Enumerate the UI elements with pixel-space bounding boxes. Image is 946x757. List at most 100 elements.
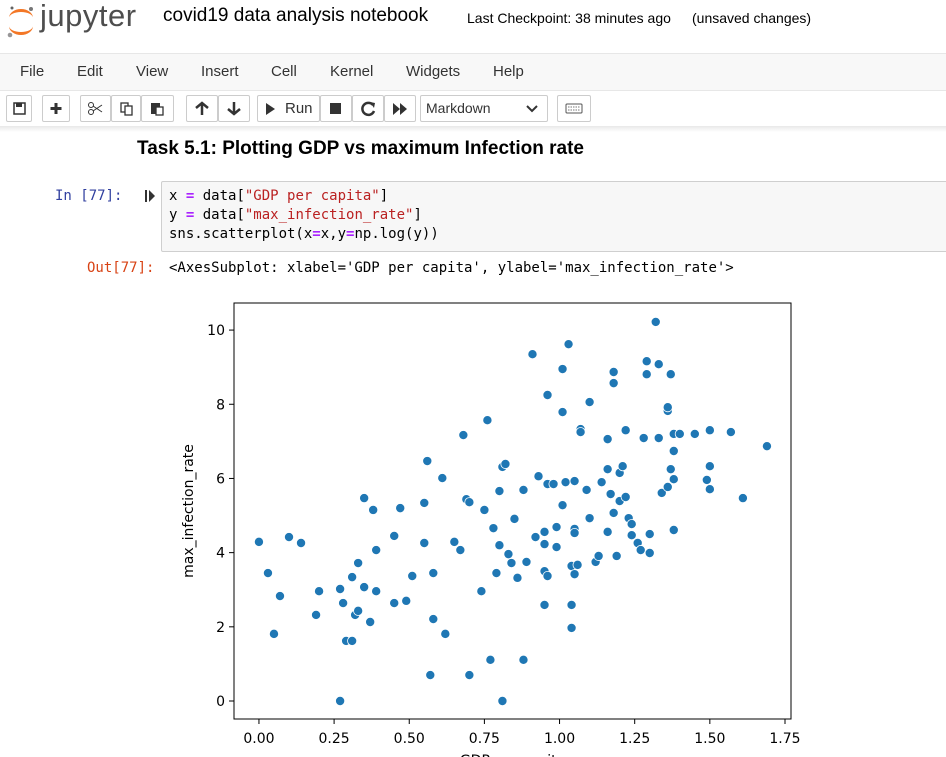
toolbar-shadow [0, 126, 946, 132]
scatter-point [608, 507, 619, 518]
scatter-point [347, 635, 358, 646]
cell-type-select[interactable]: Markdown [420, 95, 548, 122]
run-button[interactable]: Run [257, 95, 320, 122]
scatter-point [371, 545, 382, 556]
jupyter-logo[interactable] [6, 4, 36, 40]
scatter-point [479, 504, 490, 515]
scatter-point [608, 378, 619, 389]
scatter-point [518, 484, 529, 495]
code-token: = [346, 226, 355, 242]
scatter-point [407, 571, 418, 582]
scatter-point [701, 474, 712, 485]
code-token: = [185, 188, 195, 204]
scatter-point [419, 537, 430, 548]
x-tick-label: 1.25 [619, 731, 650, 747]
scatter-point [626, 519, 637, 530]
code-cell[interactable] [161, 181, 946, 252]
icon [227, 102, 241, 116]
move-up-button[interactable] [186, 95, 218, 122]
x-tick-label: 0.50 [394, 731, 425, 747]
icon [13, 102, 26, 115]
icon [361, 101, 376, 117]
cut-button[interactable] [80, 95, 111, 122]
copy-button[interactable] [111, 95, 141, 122]
scatter-point [338, 598, 349, 609]
scatter-point [401, 595, 412, 606]
scatter-point [539, 599, 550, 610]
scatter-point [539, 526, 550, 537]
scatter-point [494, 540, 505, 551]
menu-item[interactable]: View [136, 63, 169, 80]
interrupt-button[interactable] [320, 95, 352, 122]
menu-item[interactable]: Cell [271, 63, 297, 80]
scatter-point [530, 532, 541, 543]
scatter-point [644, 529, 655, 540]
command-palette-button[interactable] [557, 95, 591, 122]
icon [565, 103, 583, 114]
scatter-point [419, 497, 430, 508]
scatter-point [284, 532, 295, 543]
paste-button[interactable] [141, 95, 174, 122]
scatter-point [662, 481, 673, 492]
scatter-point [500, 458, 511, 469]
run-indicator[interactable] [144, 189, 156, 203]
scatter-point [449, 536, 460, 547]
scatter-point [464, 670, 475, 681]
markdown-heading[interactable]: Task 5.1: Plotting GDP vs maximum Infect… [137, 138, 584, 159]
menu-item[interactable]: File [20, 63, 45, 80]
scatter-point [668, 525, 679, 536]
scatter-point [572, 559, 583, 570]
scatter-point [335, 583, 346, 594]
menu-item[interactable]: Edit [77, 63, 103, 80]
scatter-point [253, 536, 264, 547]
save-button[interactable] [6, 95, 32, 122]
icon [195, 101, 209, 115]
code-token: data[ [194, 207, 245, 223]
scatter-point [353, 605, 364, 616]
scatter-point [584, 513, 595, 524]
x-tick-label: 1.75 [769, 731, 800, 747]
code-line: y = data["max_infection_rate"] [169, 207, 422, 223]
save-status: (unsaved changes) [692, 10, 812, 26]
scatter-point [557, 500, 568, 511]
scatter-point [353, 558, 364, 569]
scatter-point [268, 628, 279, 639]
scatter-point [542, 571, 553, 582]
run-all-button[interactable] [384, 95, 416, 122]
logo-text[interactable]: jupyter [40, 0, 137, 33]
scatter-point [617, 461, 628, 472]
scatter-point [422, 456, 433, 467]
menu-item[interactable]: Kernel [330, 63, 374, 80]
menu-item[interactable]: Widgets [406, 63, 461, 80]
scatter-point [359, 493, 370, 504]
cell-type: Markdown [426, 100, 491, 116]
y-tick-label: 2 [216, 620, 225, 636]
icon: Run [266, 100, 313, 117]
scatter-point [602, 434, 613, 445]
scatter-point [274, 591, 285, 602]
scatter-point [569, 527, 580, 538]
scatter-point [518, 654, 529, 665]
menu-bar: File Edit View Insert Cell Kernel Widget… [0, 53, 946, 91]
menu-item[interactable]: Insert [201, 63, 239, 80]
scatter-point [644, 548, 655, 559]
restart-button[interactable] [352, 95, 384, 122]
icon [120, 102, 133, 116]
code-token: data[ [194, 188, 245, 204]
scatter-point [476, 586, 487, 597]
scatter-point [314, 586, 325, 597]
scatter-point [569, 569, 580, 580]
scatter-point [641, 356, 652, 367]
icon [88, 102, 103, 115]
scatter-point [437, 473, 448, 484]
code-token: x [169, 188, 186, 204]
move-down-button[interactable] [218, 95, 250, 122]
notebook-title[interactable]: covid19 data analysis notebook [163, 5, 429, 26]
scatter-point [464, 497, 475, 508]
code-token: np.log(y)) [354, 226, 439, 242]
scatter-point [509, 513, 520, 524]
output-prompt: Out[77]: [87, 260, 155, 276]
menu-item[interactable]: Help [493, 63, 524, 80]
insert-button[interactable] [42, 95, 70, 122]
